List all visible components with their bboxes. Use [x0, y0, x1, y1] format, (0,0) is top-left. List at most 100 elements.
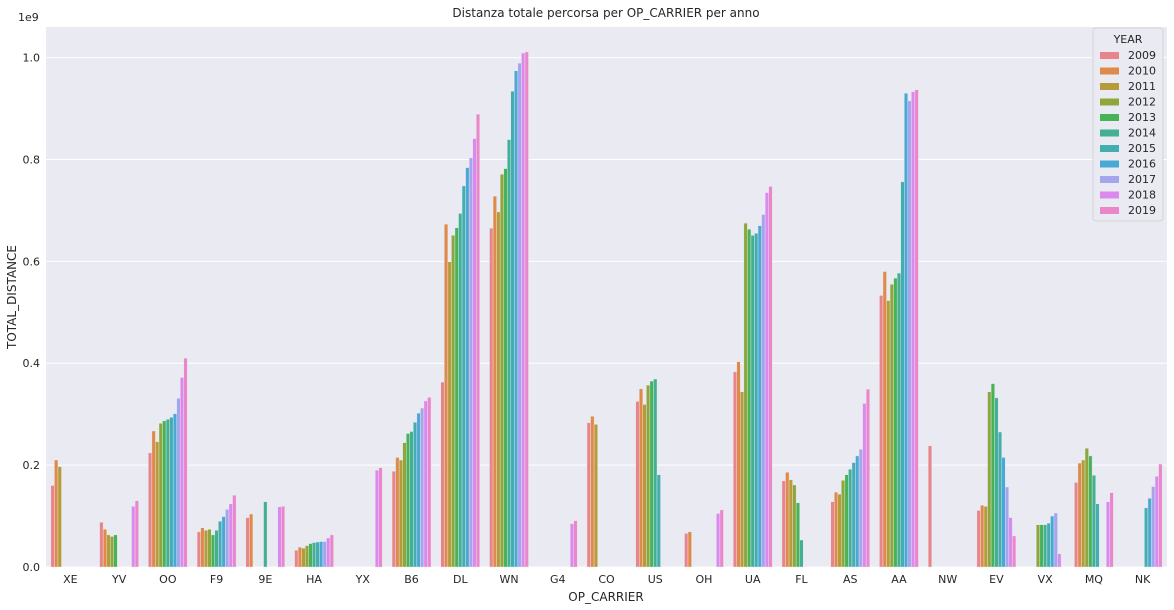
bar-UA-2009 — [733, 371, 737, 568]
bar-US-2011 — [642, 404, 647, 568]
legend-swatch-2010 — [1100, 67, 1119, 75]
bar-F9-2015 — [218, 520, 223, 568]
bar-B6-2010 — [395, 457, 400, 568]
chart-title: Distanza totale percorsa per OP_CARRIER … — [452, 6, 759, 20]
bar-EV-2013 — [990, 383, 995, 568]
x-tick-label: B6 — [404, 573, 419, 586]
bar-UA-2012 — [743, 222, 748, 568]
bar-G4-2019 — [573, 520, 578, 568]
bar-AS-2019 — [865, 389, 870, 568]
bar-HA-2016 — [319, 541, 324, 568]
bar-MQ-2014 — [1091, 475, 1096, 568]
bar-US-2009 — [635, 401, 640, 568]
x-tick-label: F9 — [210, 573, 223, 586]
bar-UA-2017 — [761, 214, 766, 568]
bar-AA-2015 — [900, 181, 905, 568]
y-tick-label: 0.2 — [23, 459, 41, 472]
legend-swatch-2019 — [1100, 207, 1119, 214]
bar-VX-2014 — [1043, 524, 1048, 568]
bar-DL-2010 — [444, 223, 449, 568]
bar-F9-2010 — [200, 527, 205, 568]
bar-HA-2019 — [329, 534, 334, 568]
x-tick-label: UA — [745, 573, 761, 586]
bar-OO-2017 — [176, 398, 181, 568]
bar-NK-2016 — [1147, 498, 1152, 568]
bar-MQ-2012 — [1084, 448, 1089, 568]
bar-B6-2011 — [398, 459, 403, 568]
bar-9E-2018 — [277, 506, 282, 568]
bar-YX-2018 — [375, 470, 379, 568]
bar-XE-2011 — [57, 466, 62, 568]
bar-YV-2013 — [113, 534, 118, 568]
bar-FL-2010 — [785, 472, 790, 568]
x-tick-label: HA — [306, 573, 322, 586]
bar-MQ-2019 — [1109, 492, 1114, 568]
bar-YV-2019 — [134, 500, 139, 568]
legend-swatch-2012 — [1100, 98, 1119, 106]
legend-label-2013: 2013 — [1128, 111, 1156, 124]
bar-VX-2017 — [1053, 512, 1058, 568]
bar-B6-2019 — [427, 397, 432, 568]
bar-CO-2009 — [586, 422, 591, 568]
bar-AS-2017 — [858, 449, 863, 568]
bar-B6-2016 — [416, 412, 421, 568]
bar-UA-2016 — [757, 225, 762, 568]
bar-US-2015 — [656, 474, 661, 568]
bar-UA-2013 — [747, 229, 752, 568]
bar-WN-2011 — [496, 211, 501, 568]
bar-MQ-2015 — [1095, 503, 1100, 568]
bar-NW-2009 — [927, 445, 932, 568]
bar-AS-2018 — [862, 403, 867, 568]
bar-B6-2018 — [423, 400, 428, 568]
bars — [50, 51, 1163, 568]
bar-WN-2019 — [524, 51, 529, 568]
legend-swatch-2009 — [1100, 52, 1119, 59]
bar-EV-2017 — [1005, 486, 1010, 568]
bar-WN-2012 — [499, 174, 504, 568]
bar-FL-2014 — [799, 539, 804, 568]
bar-OO-2014 — [165, 419, 170, 568]
bar-EV-2009 — [976, 510, 981, 568]
legend-swatch-2013 — [1100, 114, 1119, 121]
y-tick-label: 1.0 — [23, 52, 41, 65]
bar-OH-2010 — [687, 531, 692, 568]
bar-HA-2009 — [294, 549, 299, 568]
x-tick-label: YX — [355, 573, 371, 586]
bar-FL-2011 — [788, 479, 793, 568]
x-tick-label: US — [648, 573, 663, 586]
bar-XE-2010 — [54, 459, 59, 568]
bar-B6-2017 — [420, 407, 425, 568]
bar-OO-2011 — [155, 441, 160, 568]
bar-WN-2013 — [503, 168, 508, 568]
bar-UA-2014 — [750, 235, 755, 568]
bar-DL-2014 — [458, 213, 463, 568]
bar-OO-2018 — [180, 377, 184, 568]
bar-F9-2017 — [225, 509, 230, 568]
bar-F9-2013 — [211, 534, 216, 568]
bar-MQ-2011 — [1081, 459, 1086, 568]
bar-HA-2018 — [326, 537, 331, 568]
bar-F9-2016 — [221, 516, 226, 568]
bar-WN-2017 — [517, 62, 522, 568]
bar-AA-2012 — [889, 284, 894, 568]
bar-EV-2010 — [980, 505, 985, 568]
bar-YV-2010 — [102, 529, 107, 568]
bar-MQ-2010 — [1077, 462, 1082, 568]
x-tick-label: WN — [499, 573, 518, 586]
bar-EV-2011 — [983, 506, 988, 568]
x-tick-label: AA — [891, 573, 907, 586]
bar-AS-2012 — [841, 480, 846, 568]
bar-HA-2013 — [308, 543, 313, 568]
bar-B6-2009 — [391, 471, 396, 568]
bar-AS-2011 — [837, 493, 842, 568]
bar-DL-2017 — [468, 157, 473, 568]
legend-label-2016: 2016 — [1128, 158, 1156, 171]
bar-AS-2010 — [834, 491, 838, 568]
bar-DL-2009 — [440, 381, 445, 568]
bar-UA-2018 — [764, 192, 769, 568]
bar-DL-2012 — [451, 235, 456, 568]
bar-WN-2016 — [514, 70, 519, 568]
bar-NK-2018 — [1154, 476, 1159, 568]
bar-US-2010 — [639, 388, 644, 568]
